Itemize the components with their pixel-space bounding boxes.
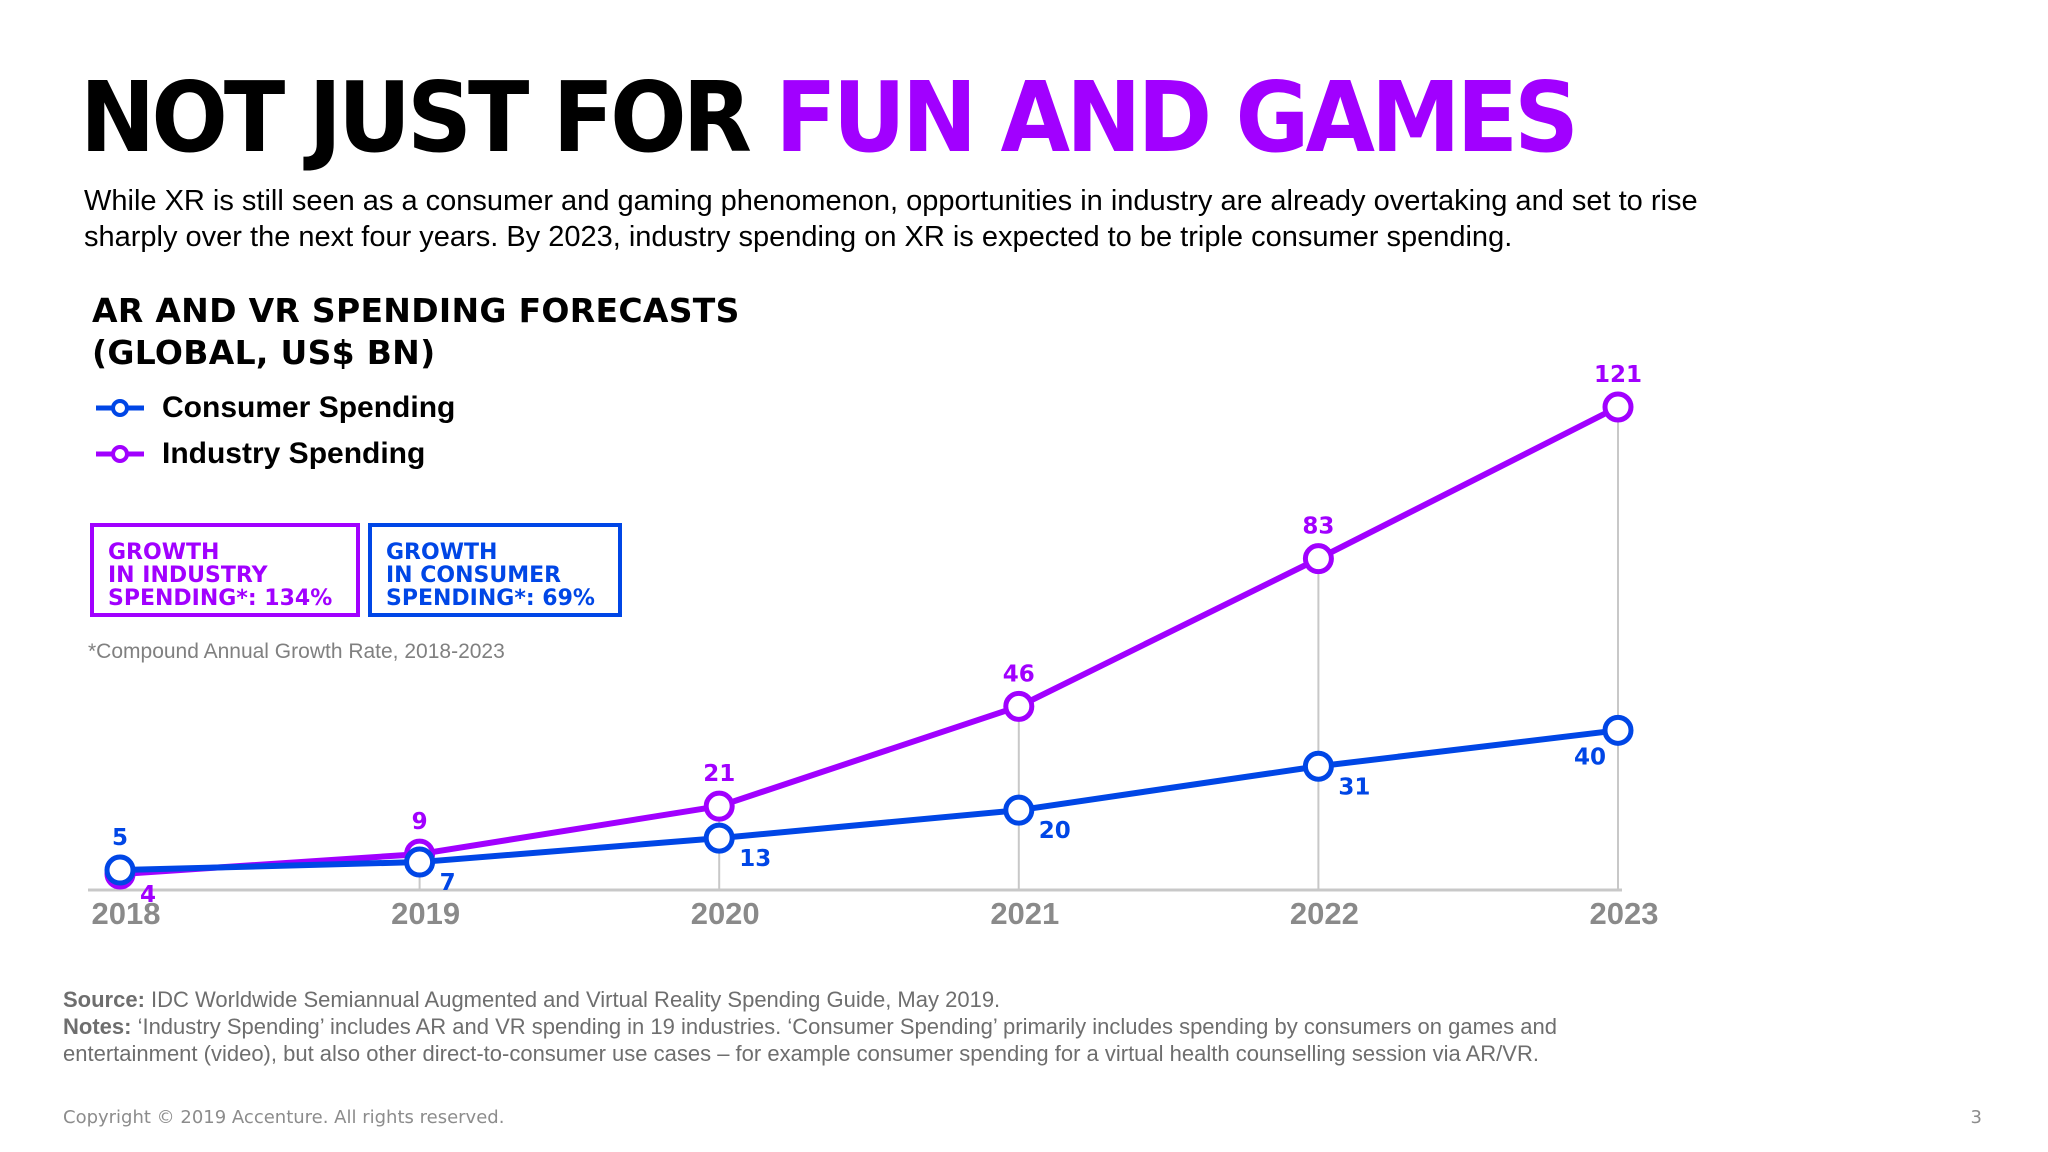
footer-notes: Source: IDC Worldwide Semiannual Augment… (63, 986, 1663, 1067)
growth-consumer-line-1: GROWTH (386, 540, 498, 565)
data-label-industry-2021: 46 (1003, 661, 1035, 687)
data-label-industry-2023: 121 (1594, 362, 1642, 388)
point-consumer-2020 (703, 822, 735, 854)
headline-part-1: NOT JUST FOR (80, 61, 776, 175)
intro-text: While XR is still seen as a consumer and… (84, 185, 1698, 253)
legend-item-consumer: Consumer Spending (96, 385, 455, 431)
growth-industry-line-2: IN INDUSTRY (108, 563, 268, 588)
data-label-consumer-2018: 5 (112, 825, 128, 851)
notes-label: Notes: (63, 1014, 132, 1039)
x-tick-label-2020: 2020 (691, 896, 760, 931)
data-label-consumer-2023: 40 (1574, 744, 1606, 770)
source-line: Source: IDC Worldwide Semiannual Augment… (63, 986, 1663, 1013)
series-line-industry (119, 404, 1620, 878)
point-consumer-2018 (104, 854, 136, 886)
growth-industry-line-1: GROWTH (108, 540, 220, 565)
page-number: 3 (1970, 1107, 1982, 1128)
chart-legend: Consumer Spending Industry Spending (96, 385, 455, 477)
notes-line: Notes: ‘Industry Spending’ includes AR a… (63, 1013, 1663, 1067)
point-consumer-2021 (1003, 794, 1035, 826)
growth-consumer-line-2: IN CONSUMER (386, 563, 562, 588)
x-tick-label-2018: 2018 (92, 896, 161, 931)
cagr-footnote: *Compound Annual Growth Rate, 2018-2023 (88, 640, 505, 663)
growth-box-consumer: GROWTH IN CONSUMER SPENDING*: 69% (368, 523, 622, 617)
data-label-industry-2018: 4 (140, 882, 156, 908)
point-consumer-2022 (1302, 750, 1334, 782)
x-tick-label-2019: 2019 (391, 896, 460, 931)
x-tick-label-2022: 2022 (1290, 896, 1359, 931)
point-industry-2021 (1003, 690, 1035, 722)
x-tick-label-2023: 2023 (1590, 896, 1659, 931)
copyright: Copyright © 2019 Accenture. All rights r… (63, 1107, 505, 1128)
slide-headline: NOT JUST FOR FUN AND GAMES (80, 69, 1579, 167)
data-label-industry-2020: 21 (703, 761, 735, 787)
legend-marker-industry (96, 445, 144, 463)
chart-title-line-1: AR AND VR SPENDING FORECASTS (92, 291, 740, 330)
point-consumer-2023 (1602, 714, 1634, 746)
chart-title: AR AND VR SPENDING FORECASTS (GLOBAL, US… (92, 290, 740, 374)
notes-text: ‘Industry Spending’ includes AR and VR s… (63, 1014, 1557, 1066)
growth-consumer-line-3: SPENDING*: 69% (386, 586, 595, 611)
data-label-industry-2022: 83 (1302, 514, 1334, 540)
growth-box-industry: GROWTH IN INDUSTRY SPENDING*: 134% (90, 523, 360, 617)
point-industry-2023 (1602, 391, 1634, 423)
data-label-consumer-2021: 20 (1039, 818, 1071, 844)
data-label-consumer-2019: 7 (440, 870, 456, 896)
chart-title-line-2: (GLOBAL, US$ BN) (92, 333, 436, 372)
legend-item-industry: Industry Spending (96, 431, 455, 477)
x-tick-label-2021: 2021 (990, 896, 1059, 931)
point-industry-2020 (703, 790, 735, 822)
legend-marker-consumer (96, 399, 144, 417)
line-chart: 2018 2019 2020 2021 2022 20235713203140492146… (88, 362, 1659, 931)
data-label-consumer-2020: 13 (739, 846, 771, 872)
source-text: IDC Worldwide Semiannual Augmented and V… (144, 987, 1001, 1012)
legend-label-industry: Industry Spending (162, 437, 426, 470)
headline-part-2: FUN AND GAMES (775, 61, 1579, 175)
data-label-consumer-2022: 31 (1338, 774, 1370, 800)
source-label: Source: (63, 987, 145, 1012)
point-consumer-2019 (404, 846, 436, 878)
series-line-consumer (119, 727, 1619, 874)
data-label-industry-2019: 9 (412, 809, 428, 835)
point-industry-2022 (1302, 543, 1334, 575)
growth-industry-line-3: SPENDING*: 134% (108, 586, 333, 611)
legend-label-consumer: Consumer Spending (162, 391, 456, 424)
